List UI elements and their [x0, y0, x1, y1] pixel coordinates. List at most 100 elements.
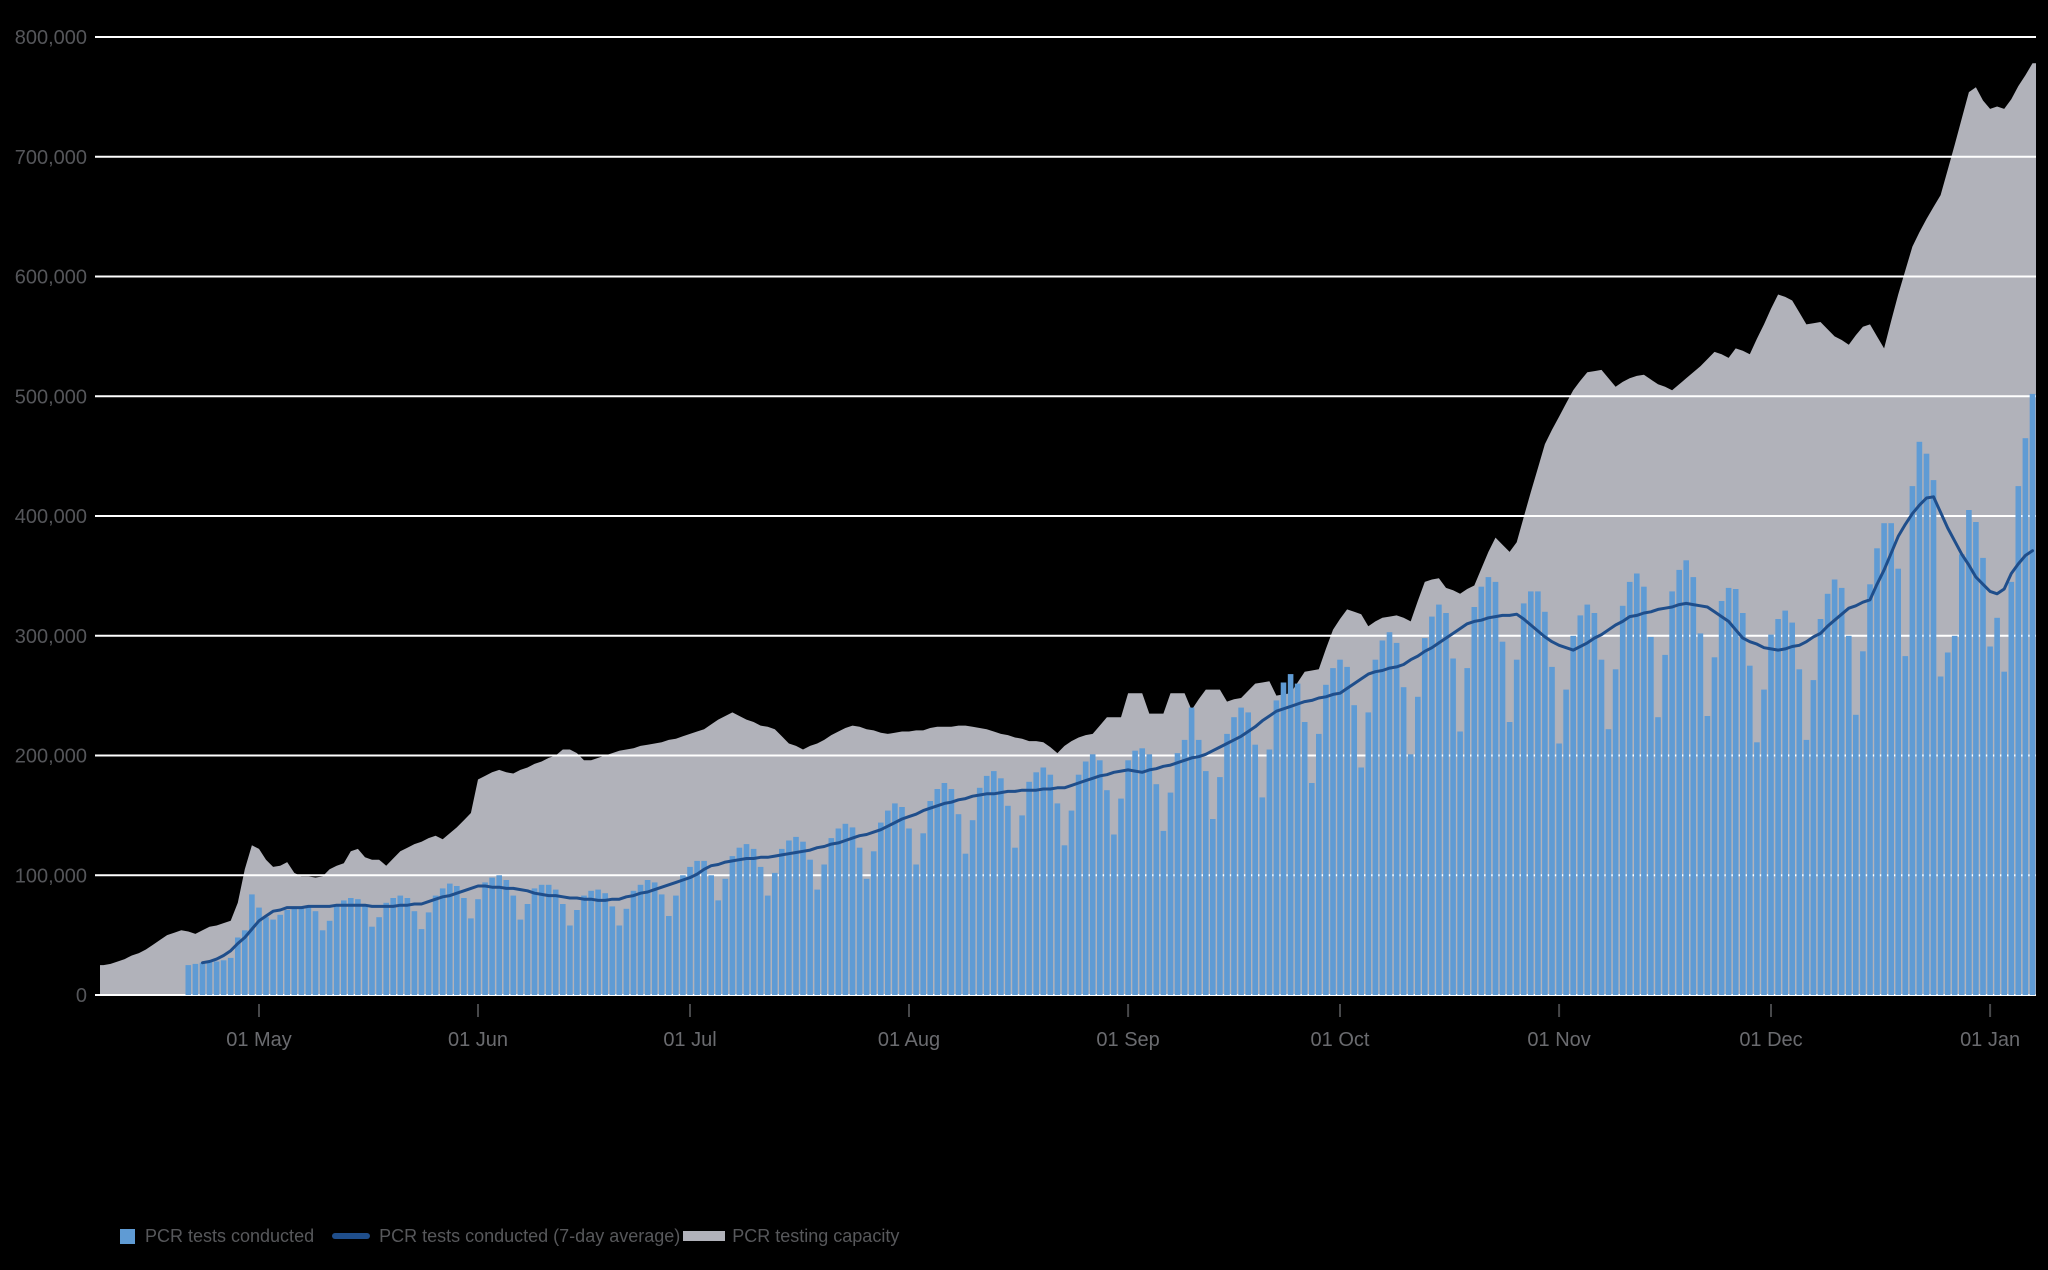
bar: [1075, 774, 1082, 995]
bar: [1082, 761, 1089, 995]
bar: [2022, 438, 2029, 995]
bar: [425, 912, 432, 995]
bar: [447, 883, 453, 995]
bar: [786, 840, 792, 995]
bar: [927, 801, 933, 995]
bar: [1245, 712, 1251, 995]
bar: [623, 908, 630, 995]
bar: [863, 878, 870, 995]
bar: [581, 895, 587, 995]
bar: [1422, 638, 1428, 995]
bar: [567, 925, 573, 995]
bar: [983, 775, 990, 995]
bar: [595, 889, 601, 995]
bar: [892, 803, 898, 995]
bar: [411, 911, 418, 995]
bar: [362, 905, 368, 995]
bar: [1867, 584, 1873, 995]
bar: [192, 963, 199, 995]
bar: [496, 875, 502, 996]
y-axis-labels: 0 100,000 200,000 300,000 400,000 500,000 600,…: [15, 27, 87, 1007]
bar: [969, 820, 976, 995]
bar: [1789, 622, 1795, 995]
bar: [1301, 722, 1308, 995]
bar: [2015, 486, 2022, 995]
bar: [1704, 716, 1711, 995]
bar: [1591, 613, 1598, 995]
bar: [1966, 510, 1972, 995]
bar: [680, 875, 686, 996]
bar: [1464, 668, 1470, 995]
bar: [1513, 659, 1520, 995]
bar: [1111, 834, 1117, 995]
bar: [545, 884, 552, 995]
avg-line: [201, 495, 2034, 965]
bar: [849, 827, 856, 995]
bar: [1740, 613, 1746, 995]
bar: [1436, 604, 1442, 995]
bar: [736, 847, 743, 995]
bar: [701, 860, 707, 995]
bar: [1012, 847, 1018, 995]
bar: [1407, 754, 1414, 995]
x-axis-labels: 01 May 01 Jun 01 Jul 01 Aug 01 Sep 01 Oct 01 N…: [226, 1004, 2020, 1051]
bar: [602, 893, 608, 995]
bar: [1033, 772, 1039, 995]
bar: [1097, 760, 1103, 995]
bar: [1217, 777, 1223, 995]
bar: [1662, 654, 1668, 995]
bar: [1287, 674, 1294, 995]
y-axis-label: 600,000: [15, 267, 87, 289]
bar: [1294, 683, 1301, 995]
bar: [828, 838, 835, 995]
bar: [468, 918, 474, 995]
bar: [1393, 642, 1400, 995]
bar: [885, 810, 891, 995]
bar: [673, 895, 679, 995]
bar: [524, 904, 531, 995]
bar: [1506, 722, 1513, 995]
bar: [948, 789, 955, 995]
bar: [1153, 784, 1160, 995]
bar: [1803, 739, 1810, 995]
bar: [1577, 615, 1584, 995]
y-axis-label: 400,000: [15, 506, 87, 528]
bar: [397, 895, 404, 995]
bar: [305, 907, 312, 995]
bar: [1047, 774, 1054, 995]
bar: [454, 886, 460, 995]
bar: [319, 930, 326, 995]
bar: [1895, 568, 1901, 995]
bar: [333, 905, 340, 995]
bar: [1619, 605, 1626, 995]
bar: [1697, 633, 1704, 995]
bar: [687, 866, 693, 995]
bar: [729, 856, 736, 995]
bar: [962, 853, 969, 995]
bar: [1309, 783, 1315, 995]
bar: [1379, 640, 1386, 995]
bar: [1019, 815, 1025, 995]
bar: [1478, 586, 1485, 995]
bar: [355, 899, 361, 995]
x-axis-label: 01 May: [226, 1029, 292, 1051]
bar: [1874, 548, 1880, 995]
bar: [772, 872, 778, 995]
bar: [1626, 581, 1633, 995]
x-axis-label: 01 Jun: [448, 1029, 508, 1051]
y-axis-label: 100,000: [15, 865, 87, 887]
bar: [588, 890, 594, 995]
bar: [1648, 636, 1654, 995]
x-axis-label: 01 Dec: [1739, 1029, 1802, 1051]
bar: [1252, 744, 1258, 995]
bar: [249, 894, 255, 995]
bar: [920, 833, 926, 995]
bar: [418, 929, 425, 995]
bar: [284, 910, 290, 995]
bar: [1605, 729, 1612, 995]
bar: [793, 836, 799, 995]
bar: [326, 920, 333, 995]
